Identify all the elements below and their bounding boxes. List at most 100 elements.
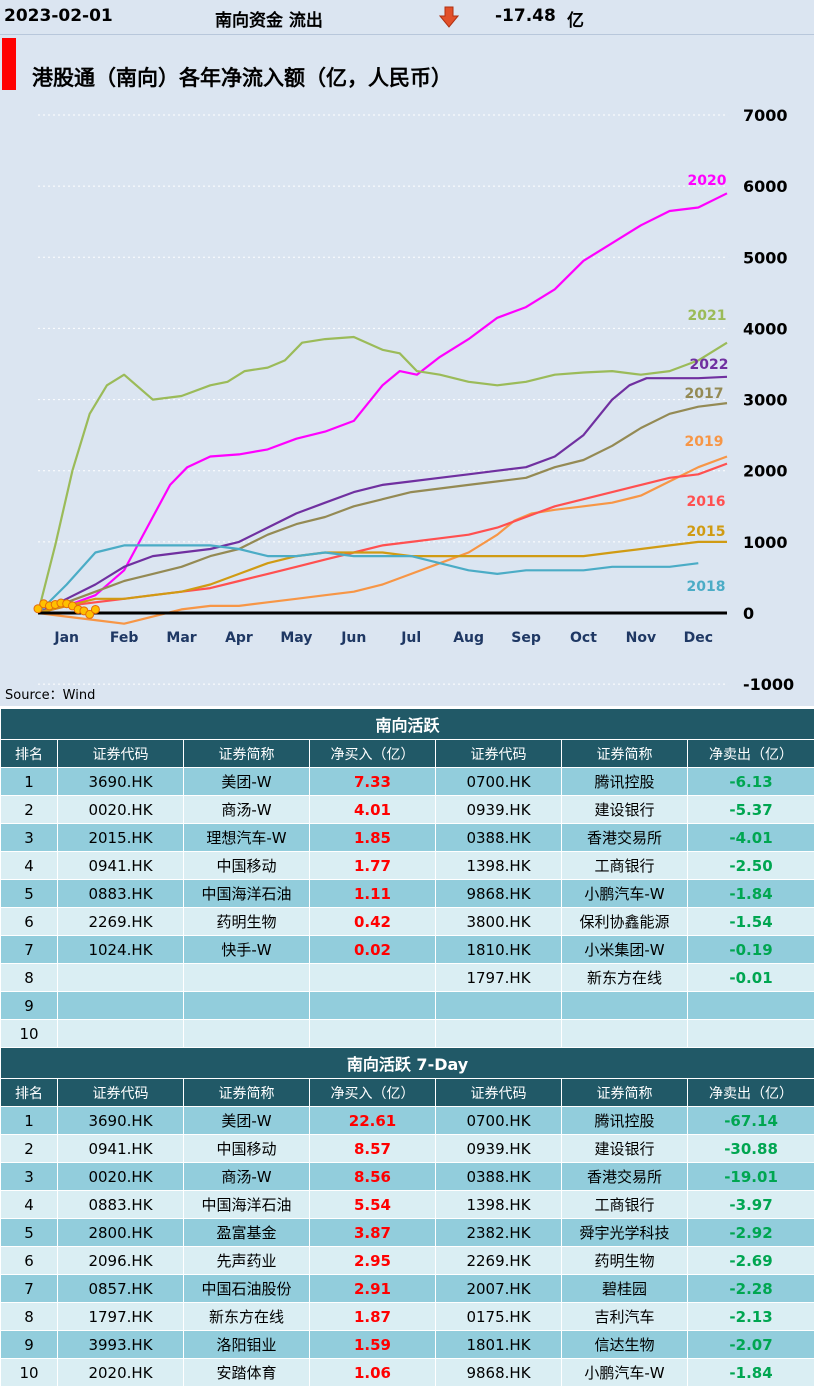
table-cell: 0941.HK [58, 1135, 184, 1163]
y-tick-label: 3000 [743, 391, 788, 410]
table-cell: -5.37 [688, 796, 814, 824]
table-cell: 22.61 [310, 1107, 436, 1135]
table-cell: -0.01 [688, 964, 814, 992]
series-line-2018 [38, 545, 698, 613]
table-cell [562, 992, 688, 1020]
table-cell: 9868.HK [436, 880, 562, 908]
column-header: 证券简称 [562, 740, 688, 768]
table-cell: 2007.HK [436, 1275, 562, 1303]
y-tick-label: 1000 [743, 533, 788, 552]
table-cell: 8.57 [310, 1135, 436, 1163]
table-cell [184, 1020, 310, 1048]
table-cell: 药明生物 [562, 1247, 688, 1275]
table-cell [436, 992, 562, 1020]
table-cell: 工商银行 [562, 852, 688, 880]
table-cell: -0.19 [688, 936, 814, 964]
table-cell: 工商银行 [562, 1191, 688, 1219]
table-cell: -2.92 [688, 1219, 814, 1247]
table-cell: 2382.HK [436, 1219, 562, 1247]
table-cell: 3 [1, 1163, 58, 1191]
column-header: 排名 [1, 740, 58, 768]
table-cell: 8.56 [310, 1163, 436, 1191]
table-cell: 0388.HK [436, 1163, 562, 1191]
column-header: 净买入（亿） [310, 1079, 436, 1107]
table-cell: -67.14 [688, 1107, 814, 1135]
table-cell: -1.54 [688, 908, 814, 936]
series-label-2017: 2017 [685, 386, 724, 402]
table-cell: 2.91 [310, 1275, 436, 1303]
table-cell: 1.87 [310, 1303, 436, 1331]
table-cell: 3800.HK [436, 908, 562, 936]
table-cell: 1.85 [310, 824, 436, 852]
table-cell: 小鹏汽车-W [562, 880, 688, 908]
table-cell: 药明生物 [184, 908, 310, 936]
table-cell: -1.84 [688, 1359, 814, 1387]
table-cell: 美团-W [184, 768, 310, 796]
table-cell: 1024.HK [58, 936, 184, 964]
table-cell: 理想汽车-W [184, 824, 310, 852]
table-cell: 0939.HK [436, 1135, 562, 1163]
table-cell: -2.69 [688, 1247, 814, 1275]
table-cell: 5 [1, 880, 58, 908]
column-header: 证券代码 [436, 1079, 562, 1107]
table-cell [184, 992, 310, 1020]
y-tick-label: 5000 [743, 248, 788, 267]
table-cell: 0883.HK [58, 1191, 184, 1219]
column-header: 证券代码 [58, 1079, 184, 1107]
series-label-2019: 2019 [685, 434, 724, 450]
table-cell: 香港交易所 [562, 824, 688, 852]
table-cell: 5 [1, 1219, 58, 1247]
table-cell: 4.01 [310, 796, 436, 824]
x-tick-label: Mar [166, 630, 196, 646]
table-cell: 香港交易所 [562, 1163, 688, 1191]
table-cell: 2015.HK [58, 824, 184, 852]
table-cell: 盈富基金 [184, 1219, 310, 1247]
table-cell: 腾讯控股 [562, 1107, 688, 1135]
series-label-2016: 2016 [687, 494, 726, 510]
table-cell [58, 1020, 184, 1048]
x-tick-label: Jul [400, 630, 421, 646]
table-cell: 碧桂园 [562, 1275, 688, 1303]
table-cell [562, 1020, 688, 1048]
series-line-2021 [38, 337, 727, 613]
table-title: 南向活跃 7-Day [1, 1048, 814, 1079]
table-cell: 吉利汽车 [562, 1303, 688, 1331]
table-cell: 商汤-W [184, 796, 310, 824]
table-cell: 1.59 [310, 1331, 436, 1359]
table-cell: -30.88 [688, 1135, 814, 1163]
y-tick-label: 6000 [743, 177, 788, 196]
x-tick-label: Dec [684, 630, 713, 646]
table-cell [436, 1020, 562, 1048]
series-label-2021: 2021 [688, 308, 727, 324]
table-cell: -6.13 [688, 768, 814, 796]
column-header: 排名 [1, 1079, 58, 1107]
table-cell [310, 964, 436, 992]
table-cell: 9 [1, 1331, 58, 1359]
table-cell: -2.07 [688, 1331, 814, 1359]
table-cell: 建设银行 [562, 796, 688, 824]
table-cell: 3993.HK [58, 1331, 184, 1359]
table-title: 南向活跃 [1, 709, 814, 740]
table-cell: 2096.HK [58, 1247, 184, 1275]
table-cell: 中国石油股份 [184, 1275, 310, 1303]
x-tick-label: Nov [626, 630, 656, 646]
table-cell: 安踏体育 [184, 1359, 310, 1387]
table-cell: 2269.HK [436, 1247, 562, 1275]
table-cell: 2 [1, 796, 58, 824]
column-header: 净买入（亿） [310, 740, 436, 768]
table-cell: 信达生物 [562, 1331, 688, 1359]
table-cell: 中国移动 [184, 852, 310, 880]
table-cell: 1.77 [310, 852, 436, 880]
